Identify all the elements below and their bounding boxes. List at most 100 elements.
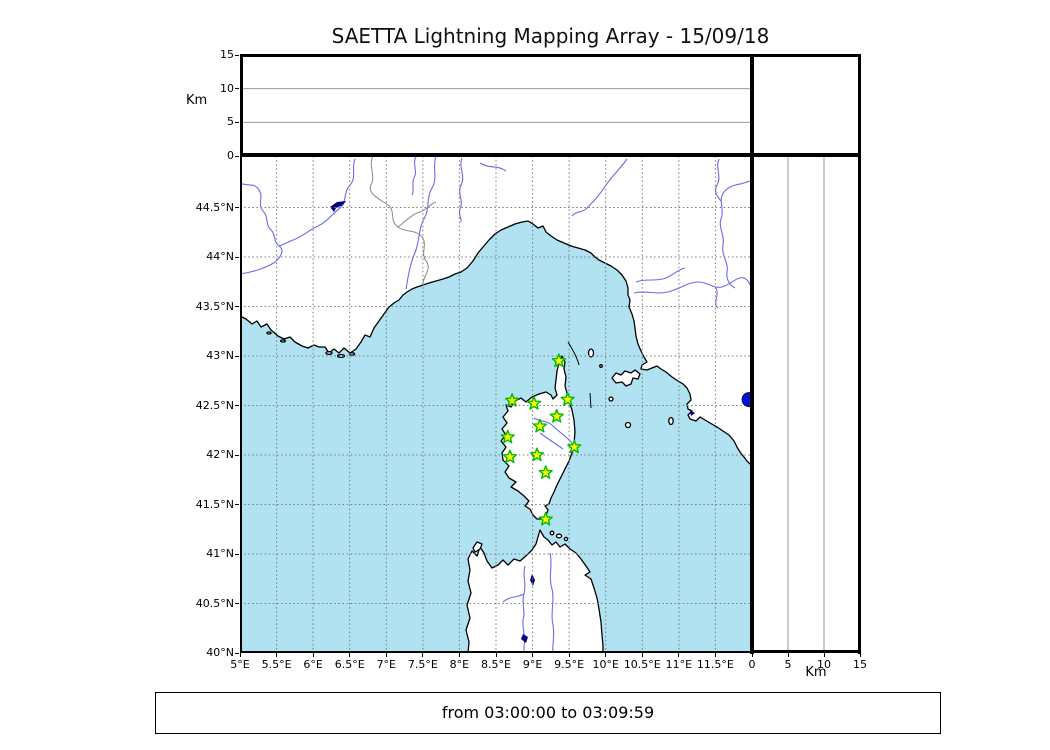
map-gridlines <box>240 156 752 653</box>
lon-tick-mark <box>312 653 314 657</box>
frame-right-line <box>858 54 861 654</box>
station-star-icon <box>504 393 520 407</box>
land-masses <box>240 156 752 653</box>
giglio-island <box>668 416 674 426</box>
map-left-line <box>240 156 242 653</box>
lon-tick-label: 5°E <box>230 658 250 671</box>
alt-tick-mark <box>235 88 239 90</box>
station-markers <box>500 353 582 526</box>
lon-tick-label: 6.5°E <box>334 658 365 671</box>
pianosa-island <box>608 396 614 402</box>
event-point-group <box>741 392 752 408</box>
lat-tick-label: 41°N <box>206 547 234 560</box>
altitude-latitude-panel <box>752 156 861 653</box>
marseille-islet-1 <box>266 331 272 335</box>
lon-tick-label: 9°E <box>522 658 543 671</box>
lon-tick-label: 10°E <box>592 658 619 671</box>
frame-mid-horizontal-line <box>240 153 861 157</box>
small-islet <box>599 364 603 368</box>
maddalena-islet-3 <box>563 536 569 542</box>
hyeres-islet-1 <box>325 351 333 355</box>
lat-tick-mark <box>235 355 239 357</box>
time-window-text: from 03:00:00 to 03:09:59 <box>441 703 655 722</box>
map-geography-svg <box>240 156 752 653</box>
alt-right-tick-label: 10 <box>817 658 831 671</box>
lat-tick-label: 40°N <box>206 646 234 659</box>
station-star-icon <box>500 429 515 444</box>
right-panel-bottom-line <box>752 650 861 653</box>
lon-tick-label: 10.5°E <box>623 658 661 671</box>
sardinia-island <box>465 529 604 653</box>
altitude-longitude-plot <box>240 88 752 123</box>
lat-tick-label: 43.5°N <box>195 299 234 313</box>
alt-right-tick-label: 0 <box>748 658 756 671</box>
lon-tick-label: 9.5°E <box>554 658 585 671</box>
lon-tick-mark <box>239 653 241 657</box>
station-star-icon <box>532 418 548 433</box>
lat-tick-label: 43°N <box>206 349 234 362</box>
lat-tick-mark <box>235 454 239 456</box>
country-borders <box>369 156 437 287</box>
lakes <box>330 201 695 643</box>
alt-right-tick-mark <box>787 653 789 657</box>
coast-artifact-strokes <box>567 341 592 409</box>
altitude-longitude-panel <box>240 54 752 156</box>
top-panel-left-line <box>240 54 243 156</box>
station-star-icon <box>567 439 582 454</box>
lon-tick-mark <box>495 653 497 657</box>
marseille-islet-2 <box>279 339 287 343</box>
serre-poncon-lake <box>330 201 346 212</box>
montecristo-island <box>624 421 632 429</box>
station-star-icon <box>560 392 575 406</box>
lon-tick-label: 8°E <box>449 658 470 671</box>
lon-tick-mark <box>422 653 424 657</box>
hyeres-islet-2 <box>336 353 346 359</box>
lat-tick-label: 41.5°N <box>195 497 234 511</box>
station-star-icon <box>529 447 545 462</box>
asinara-island <box>472 541 483 553</box>
lon-tick-label: 8.5°E <box>481 658 511 671</box>
maddalena-islet-2 <box>555 533 563 539</box>
lat-tick-label: 42°N <box>206 448 234 461</box>
lon-tick-mark <box>532 653 534 657</box>
lat-tick-mark <box>235 405 239 406</box>
lon-tick-label: 11.5°E <box>696 658 734 671</box>
lon-tick-mark <box>458 653 460 657</box>
lon-tick-mark <box>641 653 643 657</box>
lat-tick-label: 44.5°N <box>195 200 234 214</box>
lat-tick-label: 44°N <box>206 250 234 263</box>
maddalena-islet-1 <box>549 530 555 536</box>
right-altitude-axis-unit: Km <box>805 665 827 680</box>
lat-tick-mark <box>235 504 239 505</box>
alt-tick-mark <box>235 121 239 123</box>
alt-tick-mark <box>235 155 239 157</box>
alt-tick-label: 5 <box>227 115 234 129</box>
lon-tick-label: 7°E <box>376 658 397 671</box>
station-star-icon <box>551 353 567 368</box>
capraia-island <box>587 348 595 358</box>
station-star-icon <box>538 511 553 526</box>
map-bottom-line <box>240 651 753 653</box>
lon-tick-mark <box>385 653 387 657</box>
lat-tick-mark <box>235 553 239 555</box>
lon-tick-mark <box>714 653 716 657</box>
frame-top-line <box>240 54 861 57</box>
sardinia-lake-2 <box>521 634 528 643</box>
elba-island <box>611 369 641 387</box>
alt-tick-label: 0 <box>227 149 234 162</box>
alt-right-tick-mark <box>751 653 753 657</box>
lon-tick-mark <box>678 653 680 657</box>
lon-tick-label: 7.5°E <box>407 658 438 671</box>
station-star-icon <box>502 449 518 464</box>
lon-tick-mark <box>568 653 570 657</box>
station-star-icon <box>538 465 553 479</box>
lat-tick-label: 42.5°N <box>195 398 234 412</box>
altitude-latitude-plot <box>787 156 825 653</box>
lat-tick-label: 40.5°N <box>195 596 234 610</box>
lat-tick-mark <box>235 652 239 654</box>
alt-right-tick-mark <box>859 653 861 657</box>
lat-tick-mark <box>235 306 239 307</box>
lon-tick-label: 6°E <box>303 658 323 671</box>
alt-right-tick-label: 5 <box>784 658 792 671</box>
page-title: SAETTA Lightning Mapping Array - 15/09/1… <box>331 24 770 48</box>
